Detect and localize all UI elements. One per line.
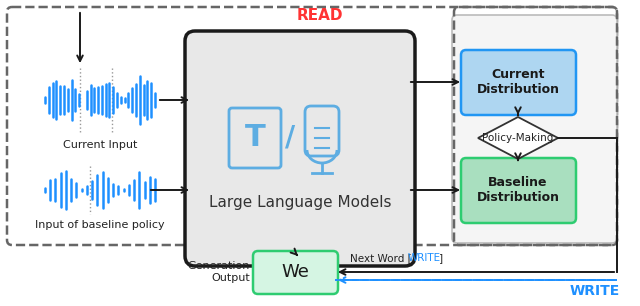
- Text: WRITE: WRITE: [570, 284, 620, 298]
- Text: T: T: [244, 124, 266, 152]
- Text: Generation
Output: Generation Output: [188, 261, 250, 283]
- Text: Input of baseline policy: Input of baseline policy: [35, 220, 165, 230]
- Polygon shape: [478, 117, 558, 159]
- Text: Current Input: Current Input: [63, 140, 137, 150]
- Text: Current
Distribution: Current Distribution: [477, 68, 559, 96]
- Text: /: /: [285, 124, 295, 152]
- Text: Large Language Models: Large Language Models: [209, 196, 391, 211]
- FancyBboxPatch shape: [185, 31, 415, 266]
- FancyBboxPatch shape: [452, 15, 617, 243]
- FancyBboxPatch shape: [461, 158, 576, 223]
- Text: ]: ]: [439, 253, 443, 263]
- FancyBboxPatch shape: [253, 251, 338, 294]
- Text: Baseline
Distribution: Baseline Distribution: [477, 176, 559, 204]
- FancyBboxPatch shape: [461, 50, 576, 115]
- Text: Policy-Making: Policy-Making: [483, 133, 554, 143]
- Text: We: We: [281, 263, 309, 281]
- Text: Next Word [: Next Word [: [350, 253, 412, 263]
- Text: WRITE: WRITE: [408, 253, 441, 263]
- Text: READ: READ: [297, 8, 343, 23]
